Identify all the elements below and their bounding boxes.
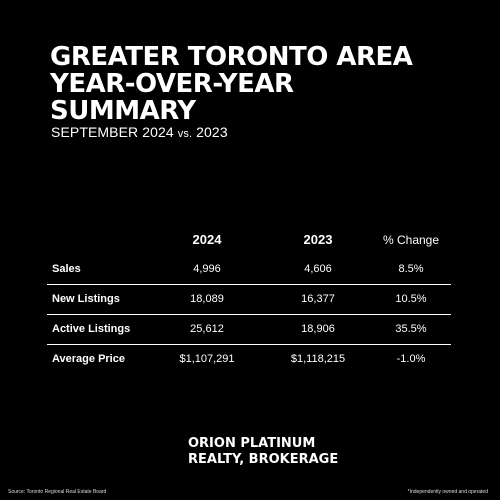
- header-2024: 2024: [192, 232, 222, 247]
- brand-line-2: REALTY, BROKERAGE: [188, 452, 339, 467]
- value-2023: 16,377: [301, 293, 335, 305]
- title-line-2: YEAR-OVER-YEAR: [50, 69, 294, 99]
- subtitle: SEPTEMBER 2024 vs. 2023: [51, 124, 228, 142]
- value-2023: $1,118,215: [290, 353, 346, 365]
- disclaimer-note: *Independently owned and operated: [407, 489, 488, 495]
- title-line-1: GREATER TORONTO AREA: [50, 42, 413, 72]
- row-label: Active Listings: [52, 323, 131, 335]
- source-note: Source: Toronto Regional Real Estate Boa…: [8, 489, 107, 495]
- table-row-active-listings: Active Listings 25,612 18,906 35.5%: [47, 314, 451, 344]
- table-row-new-listings: New Listings 18,089 16,377 10.5%: [47, 284, 451, 314]
- brokerage-logo: ORION PLATINUM REALTY, BROKERAGE: [188, 436, 338, 468]
- row-label: Sales: [52, 263, 81, 275]
- value-2023: 4,606: [304, 263, 332, 275]
- value-2024: 18,089: [190, 293, 224, 305]
- row-label: Average Price: [52, 353, 125, 365]
- value-2024: 4,996: [193, 263, 221, 275]
- table-header: 2024 2023 % Change: [47, 226, 451, 255]
- value-2024: 25,612: [190, 323, 224, 335]
- row-label: New Listings: [52, 293, 120, 305]
- table-row-average-price: Average Price $1,107,291 $1,118,215 -1.0…: [47, 344, 451, 374]
- subtitle-vs: vs.: [177, 128, 193, 140]
- header-2023: 2023: [303, 232, 333, 247]
- header-change: % Change: [382, 233, 440, 247]
- value-change: -1.0%: [396, 353, 426, 365]
- value-change: 10.5%: [395, 293, 427, 305]
- value-change: 35.5%: [395, 323, 427, 335]
- value-change: 8.5%: [398, 263, 424, 275]
- subtitle-period: SEPTEMBER 2024: [51, 124, 174, 140]
- value-2024: $1,107,291: [179, 353, 235, 365]
- title-line-3: SUMMARY: [50, 96, 196, 126]
- summary-table: 2024 2023 % Change Sales 4,996 4,606 8.5…: [47, 226, 451, 374]
- brand-line-1: ORION PLATINUM: [188, 436, 316, 451]
- subtitle-compare-year: 2023: [196, 124, 228, 140]
- value-2023: 18,906: [301, 323, 335, 335]
- table-row-sales: Sales 4,996 4,606 8.5%: [47, 255, 451, 284]
- page-title: GREATER TORONTO AREA YEAR-OVER-YEAR SUMM…: [50, 44, 470, 125]
